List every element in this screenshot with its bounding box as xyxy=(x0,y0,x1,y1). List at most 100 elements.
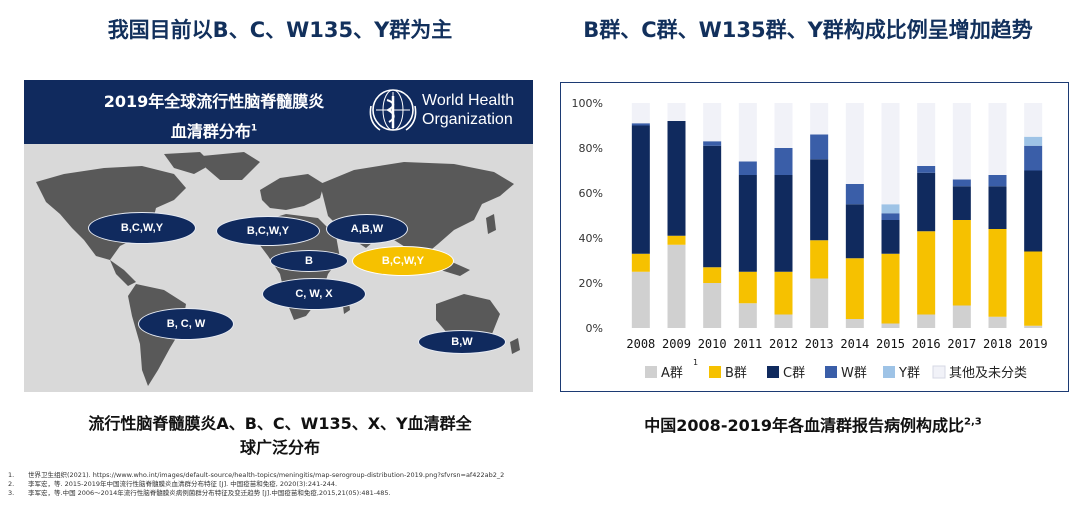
chart-frame: 0% 20% 40% 60% 80% 100% 2008 2009 2010 2011 2012 20… xyxy=(560,82,1069,392)
chart-caption-sup: 2,3 xyxy=(964,416,982,428)
bar-segment xyxy=(703,283,722,328)
region-label: B,C,W,Y xyxy=(246,225,290,237)
region-russia: A,B,W xyxy=(326,214,408,244)
x-tick-label: 2018 xyxy=(983,337,1012,351)
bar-segment xyxy=(881,323,900,328)
bar-segment xyxy=(738,161,757,175)
reference-item: 1. 世界卫生组织(2021). https://www.who.int/imag… xyxy=(8,471,504,480)
who-emblem-icon xyxy=(369,89,417,131)
legend-swatch xyxy=(767,366,779,378)
map-caption-line2: 球广泛分布 xyxy=(239,438,320,457)
bar-segment xyxy=(810,159,829,241)
reference-item: 2. 李军宏，等. 2015-2019年中国流行性脑脊髓膜炎血清群分布特征 [J]… xyxy=(8,480,504,489)
bar-segment xyxy=(952,305,971,328)
y-tick-label: 0% xyxy=(586,322,603,335)
region-label: B,C,W,Y xyxy=(381,255,425,267)
reference-item: 3. 李军宏，等.中国 2006～2014年流行性脑脊髓膜炎病例菌群分布特征及变迁… xyxy=(8,489,504,498)
bar-segment xyxy=(917,231,936,315)
region-label: B,C,W,Y xyxy=(120,222,164,234)
bar-segment xyxy=(917,103,936,166)
bar-segment xyxy=(881,220,900,254)
bar-segment xyxy=(881,103,900,205)
bar-segment xyxy=(631,123,650,126)
bar-segment xyxy=(631,271,650,328)
legend-swatch xyxy=(883,366,895,378)
bar-segment xyxy=(988,229,1007,317)
region-south-america: B, C, W xyxy=(138,308,234,340)
legend-label: W群 xyxy=(841,366,867,381)
legend-label: C群 xyxy=(783,366,805,381)
bar-segment xyxy=(774,148,793,175)
region-africa: C, W, X xyxy=(262,278,366,310)
reference-number: 3. xyxy=(8,489,15,497)
who-name-line2: Organization xyxy=(422,111,513,128)
x-tick-label: 2016 xyxy=(912,337,941,351)
region-label: A,B,W xyxy=(350,223,384,235)
reference-text: 李军宏，等. 2015-2019年中国流行性脑脊髓膜炎血清群分布特征 [J]. … xyxy=(28,480,338,488)
bar-segment xyxy=(774,175,793,272)
y-tick-label: 100% xyxy=(572,97,603,110)
bar-segment xyxy=(810,278,829,328)
chart-caption: 中国2008-2019年各血清群报告病例构成比2,3 xyxy=(548,412,1078,436)
x-tick-label: 2014 xyxy=(840,337,869,351)
bar-segment xyxy=(917,172,936,232)
bar-segment xyxy=(667,235,686,245)
legend-swatch xyxy=(645,366,657,378)
bar-segment xyxy=(952,179,971,187)
bar-segment xyxy=(845,258,864,319)
region-europe: B,C,W,Y xyxy=(216,216,320,246)
x-tick-label: 2013 xyxy=(805,337,834,351)
bar-segment xyxy=(1024,170,1043,252)
map-title-line1: 2019年全球流行性脑脊髓膜炎 xyxy=(103,92,325,111)
x-tick-label: 2015 xyxy=(876,337,905,351)
region-label: B, C, W xyxy=(166,318,206,330)
legend-swatch xyxy=(825,366,837,378)
bar-segment xyxy=(738,303,757,328)
y-tick-label: 40% xyxy=(579,232,603,245)
bar-segment xyxy=(774,314,793,328)
x-tick-label: 2011 xyxy=(733,337,762,351)
bar-segment xyxy=(881,213,900,220)
bar-segment xyxy=(881,204,900,214)
left-heading: 我国目前以B、C、W135、Y群为主 xyxy=(107,18,453,42)
bar-segment xyxy=(845,204,864,259)
x-tick-label: 2008 xyxy=(626,337,655,351)
y-tick-label: 80% xyxy=(579,142,603,155)
legend-label: B群 xyxy=(725,366,747,381)
x-tick-label: 2009 xyxy=(662,337,691,351)
bar-segment xyxy=(845,184,864,205)
region-australia: B,W xyxy=(418,330,506,354)
bar-segment xyxy=(988,175,1007,187)
legend-sup: 1 xyxy=(693,358,698,367)
bar-segment xyxy=(1024,136,1043,146)
x-tick-label: 2010 xyxy=(698,337,727,351)
references: 1. 世界卫生组织(2021). https://www.who.int/imag… xyxy=(8,471,504,498)
bar-segment xyxy=(703,145,722,268)
reference-number: 2. xyxy=(8,480,15,488)
reference-text: 李军宏，等.中国 2006～2014年流行性脑脊髓膜炎病例菌群分布特征及变迁趋势… xyxy=(28,489,391,497)
who-name-line1: World Health xyxy=(422,92,515,109)
legend-swatch xyxy=(709,366,721,378)
region-china: B,C,W,Y xyxy=(352,246,454,276)
world-map-panel: 2019年全球流行性脑脊髓膜炎 血清群分布1 World Health Orga… xyxy=(24,80,533,392)
bar-segment xyxy=(881,253,900,324)
bar-segment xyxy=(988,316,1007,328)
y-tick-label: 20% xyxy=(579,277,603,290)
region-north-america: B,C,W,Y xyxy=(88,212,196,244)
bar-segment xyxy=(631,103,650,124)
bar-segment xyxy=(988,103,1007,175)
bar-segment xyxy=(845,103,864,184)
reference-number: 1. xyxy=(8,471,15,479)
bar-segment xyxy=(952,186,971,220)
bar-segment xyxy=(810,240,829,279)
legend-label: A群 xyxy=(661,366,683,381)
map-title-line2: 血清群分布1 xyxy=(69,118,359,142)
map-title-sup: 1 xyxy=(250,123,258,134)
bar-segment xyxy=(703,103,722,142)
bar-segment xyxy=(631,125,650,254)
bar-segment xyxy=(774,271,793,315)
bar-segment xyxy=(952,220,971,306)
right-heading: B群、C群、W135群、Y群构成比例呈增加趋势 xyxy=(583,18,1033,42)
chart-caption-text: 中国2008-2019年各血清群报告病例构成比 xyxy=(644,416,964,435)
legend-label: Y群 xyxy=(898,366,920,381)
